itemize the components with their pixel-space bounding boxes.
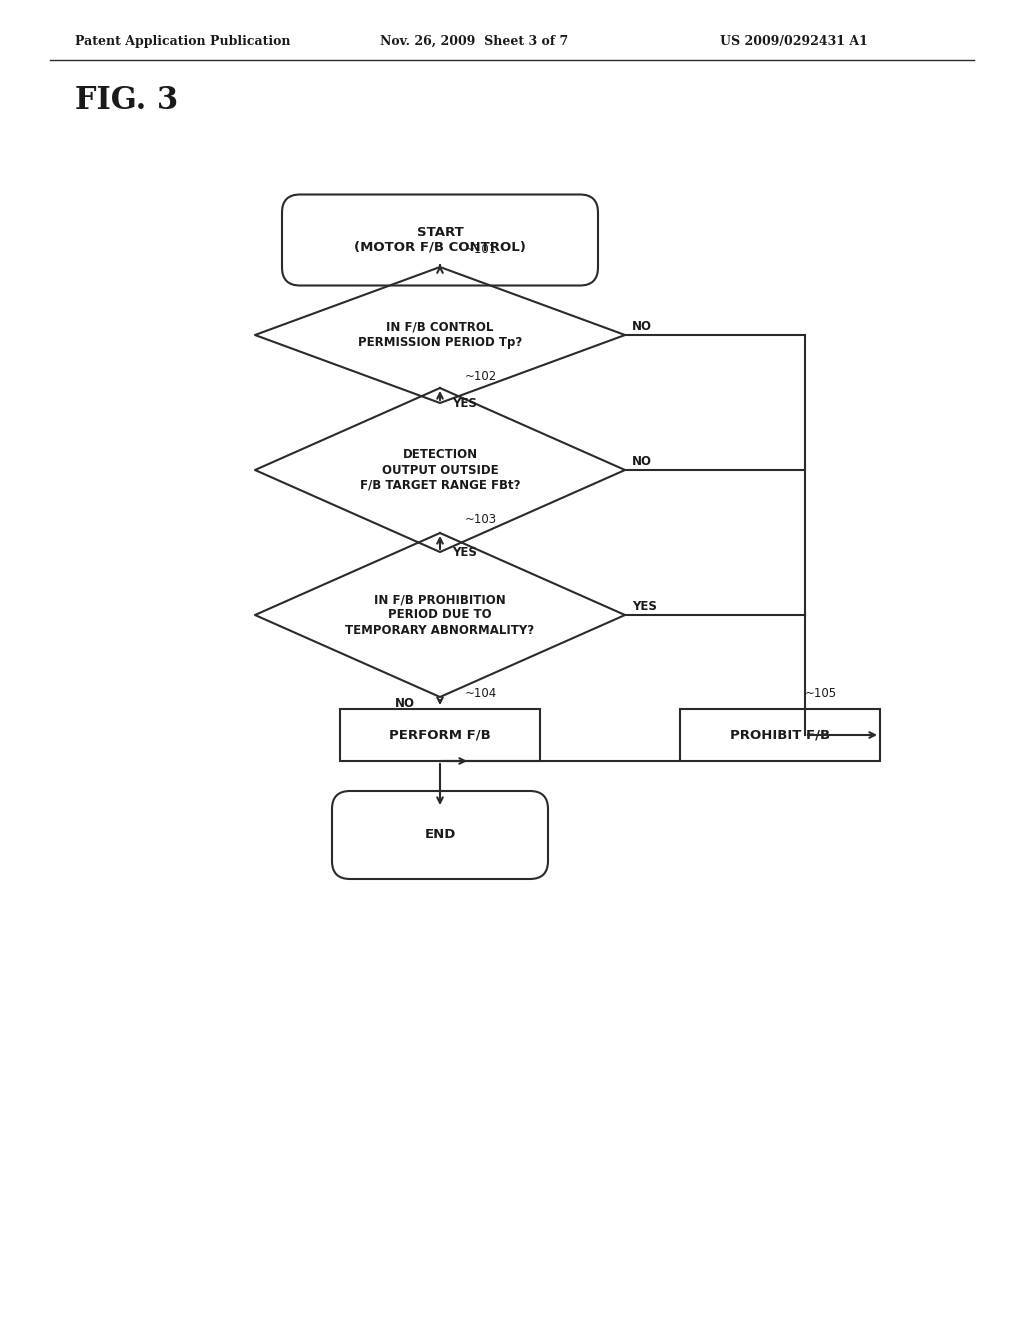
Text: ~104: ~104 (465, 686, 498, 700)
Text: YES: YES (632, 601, 656, 612)
Text: DETECTION
OUTPUT OUTSIDE
F/B TARGET RANGE FBt?: DETECTION OUTPUT OUTSIDE F/B TARGET RANG… (359, 449, 520, 491)
Text: NO: NO (395, 697, 415, 710)
Text: START
(MOTOR F/B CONTROL): START (MOTOR F/B CONTROL) (354, 226, 526, 253)
FancyBboxPatch shape (282, 194, 598, 285)
Text: US 2009/0292431 A1: US 2009/0292431 A1 (720, 36, 868, 48)
Text: YES: YES (452, 546, 477, 558)
Text: ~102: ~102 (465, 370, 498, 383)
Text: IN F/B PROHIBITION
PERIOD DUE TO
TEMPORARY ABNORMALITY?: IN F/B PROHIBITION PERIOD DUE TO TEMPORA… (345, 594, 535, 636)
Text: FIG. 3: FIG. 3 (75, 84, 178, 116)
Text: YES: YES (452, 397, 477, 411)
FancyBboxPatch shape (332, 791, 548, 879)
Text: NO: NO (632, 319, 652, 333)
Bar (680, 709, 880, 762)
Text: PERFORM F/B: PERFORM F/B (389, 729, 490, 742)
Text: END: END (424, 829, 456, 842)
Text: Nov. 26, 2009  Sheet 3 of 7: Nov. 26, 2009 Sheet 3 of 7 (380, 36, 568, 48)
Text: PROHIBIT F/B: PROHIBIT F/B (730, 729, 830, 742)
Text: Patent Application Publication: Patent Application Publication (75, 36, 291, 48)
Text: NO: NO (632, 455, 652, 469)
Text: IN F/B CONTROL
PERMISSION PERIOD Tp?: IN F/B CONTROL PERMISSION PERIOD Tp? (357, 321, 522, 348)
Text: ~105: ~105 (805, 686, 838, 700)
Text: ~101: ~101 (465, 243, 498, 256)
Bar (340, 709, 540, 762)
Text: ~103: ~103 (465, 513, 497, 525)
